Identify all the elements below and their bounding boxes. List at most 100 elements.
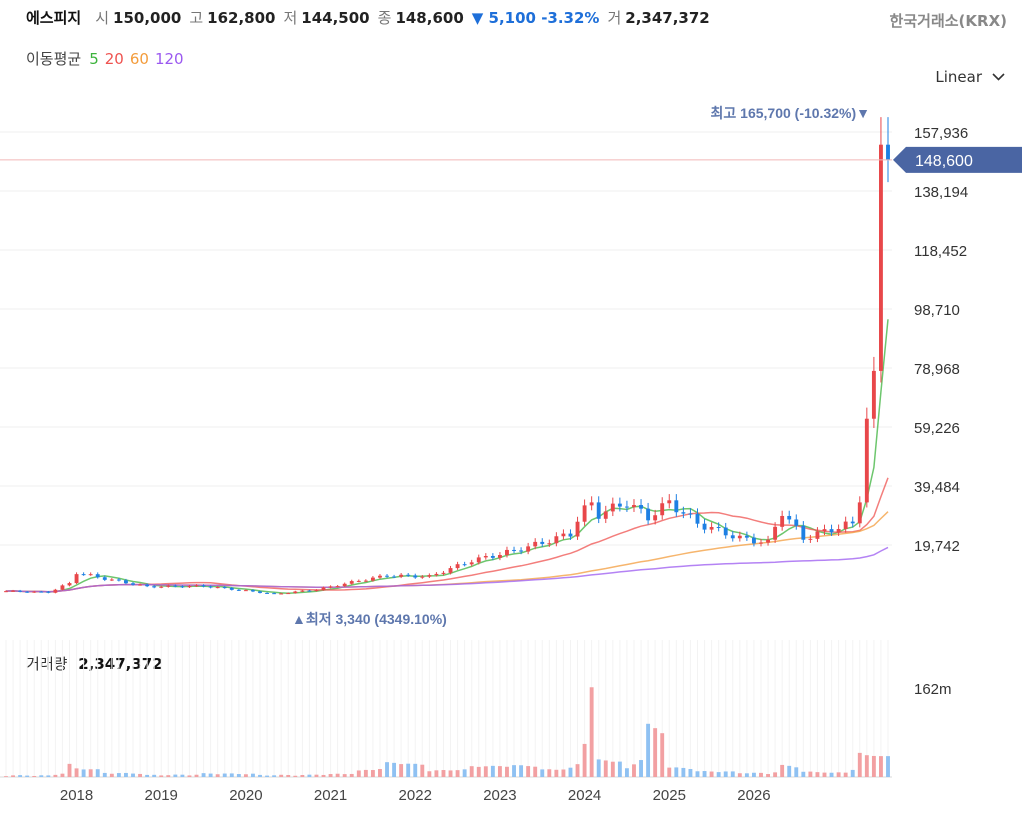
volume-value-header: 2,347,372: [625, 9, 710, 27]
volume-bar: [385, 762, 389, 777]
candle-body: [53, 589, 58, 593]
x-tick-label: 2020: [229, 787, 262, 804]
grid: [0, 131, 892, 778]
candle-body: [787, 515, 792, 520]
volume-bar: [152, 774, 157, 777]
candle-body: [554, 536, 559, 544]
candle-body: [695, 513, 700, 524]
volume-bar: [759, 772, 763, 777]
candle-body: [646, 508, 651, 521]
candle-body: [166, 585, 171, 587]
candle-body: [152, 586, 157, 588]
volume-bar: [95, 769, 100, 777]
last-price-label: 148,600: [915, 153, 973, 170]
volume-bar: [589, 687, 594, 777]
candle-body: [138, 584, 143, 586]
volume-bar: [857, 752, 862, 777]
candle-body: [469, 562, 474, 565]
scale-type-dropdown[interactable]: Linear: [935, 68, 1005, 86]
annotations: 최고 165,700 (-10.32%)▼ ▲최저 3,340 (4349.10%…: [0, 105, 1022, 627]
volume-bar: [681, 767, 686, 777]
candle-body: [314, 590, 319, 592]
volume-bar: [469, 766, 474, 777]
candle-body: [124, 580, 128, 584]
volume-bar: [646, 723, 651, 777]
candle-body: [349, 581, 354, 584]
candle-body: [674, 500, 679, 513]
volume-bar: [201, 773, 206, 777]
candle-body: [420, 576, 425, 578]
volume-bar: [462, 769, 467, 777]
x-tick-label: 2023: [483, 787, 516, 804]
candle-body: [476, 557, 481, 563]
candle-body: [526, 546, 531, 552]
candle-body: [194, 585, 199, 587]
candle-body: [886, 144, 890, 160]
candle-body: [328, 586, 333, 588]
candle-body: [490, 555, 495, 558]
x-tick-label: 2024: [568, 787, 601, 804]
candle-body: [187, 586, 192, 588]
volume-bar: [850, 769, 855, 777]
volume-bar: [194, 774, 199, 777]
candle-body: [222, 587, 227, 589]
candle-body: [822, 529, 827, 532]
volume-bar: [808, 771, 813, 777]
volume-value: 2,347,372: [78, 655, 163, 673]
ma-60-label[interactable]: 60: [129, 50, 149, 68]
candle-body: [639, 505, 643, 509]
volume-bar: [109, 773, 114, 777]
moving-average-line: [5, 319, 889, 594]
volume-bar: [716, 772, 721, 777]
candle-body: [462, 564, 467, 566]
volume-bar: [836, 772, 841, 777]
volume-bar: [363, 769, 368, 777]
candle-body: [60, 585, 65, 590]
candle-body: [109, 579, 114, 581]
candle-body: [744, 535, 749, 538]
candle-body: [279, 593, 284, 595]
volume-bar: [392, 762, 397, 777]
close-value: 148,600: [395, 9, 464, 27]
volume-bar: [335, 773, 340, 777]
volume-bar: [420, 764, 425, 777]
candle-body: [342, 583, 347, 587]
volume-bar: [674, 767, 679, 777]
y-tick-label: 39,484: [914, 479, 960, 496]
price-change: ▼ 5,100 -3.32%: [471, 9, 600, 27]
ma-20-label[interactable]: 20: [104, 50, 124, 68]
volume-bar: [660, 733, 665, 777]
candle-body: [596, 502, 601, 519]
volume-bar: [780, 764, 785, 777]
candle-body: [173, 585, 178, 587]
volume-bar: [702, 771, 707, 777]
candle-body: [399, 574, 404, 577]
candle-body: [286, 593, 291, 595]
candle-body: [512, 549, 516, 551]
candle-body: [116, 579, 121, 581]
low-value: 144,500: [301, 9, 370, 27]
candle-body: [201, 585, 206, 587]
candle-body: [709, 526, 714, 530]
ma-120-label[interactable]: 120: [154, 50, 184, 68]
volume-bar: [399, 764, 404, 777]
volume-bar: [138, 773, 143, 777]
candle-body: [540, 541, 545, 544]
volume-bar: [624, 768, 629, 777]
candle-body: [667, 500, 672, 504]
candle-body: [18, 590, 23, 592]
candle-body: [737, 535, 742, 539]
volume-bar: [505, 766, 509, 777]
volume-bar: [258, 774, 262, 777]
volume-bar: [434, 770, 439, 777]
candle-body: [653, 515, 658, 521]
candle-body: [102, 577, 107, 580]
volume-bar: [596, 759, 601, 777]
volume-bar: [88, 769, 93, 777]
ma-5-label[interactable]: 5: [89, 50, 99, 68]
candle-body: [497, 555, 502, 558]
candle-body: [603, 511, 608, 519]
volume-bar: [116, 773, 121, 777]
candle-body: [582, 505, 587, 522]
